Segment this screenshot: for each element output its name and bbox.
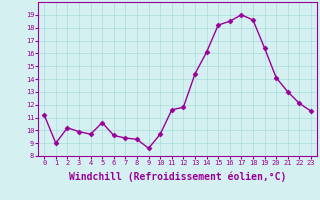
X-axis label: Windchill (Refroidissement éolien,°C): Windchill (Refroidissement éolien,°C) xyxy=(69,172,286,182)
